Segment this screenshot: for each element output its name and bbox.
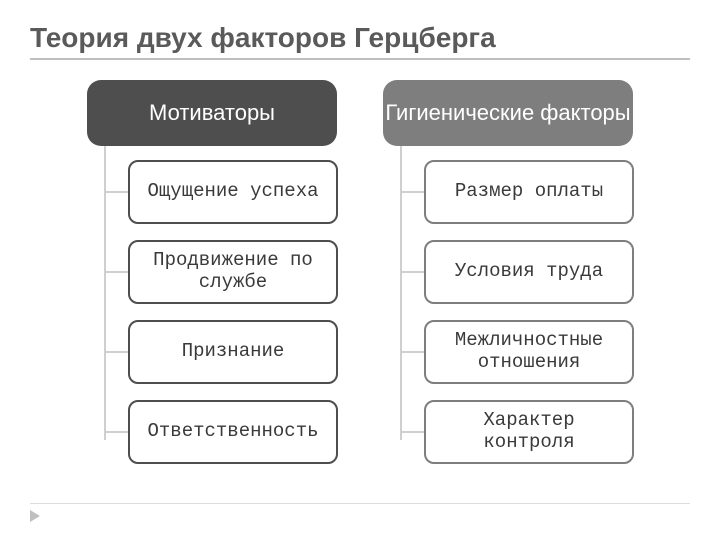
column-header-hygiene: Гигиенические факторы: [383, 80, 633, 146]
slide: Теория двух факторов Герцберга Мотиватор…: [0, 0, 720, 490]
tree-branch: [400, 431, 426, 433]
tree-branch: [400, 191, 426, 193]
item-box: Продвижение по службе: [128, 240, 338, 304]
tree-item: Признание: [82, 320, 342, 384]
item-box: Ощущение успеха: [128, 160, 338, 224]
title-divider: [30, 58, 690, 60]
tree-item: Размер оплаты: [378, 160, 638, 224]
tree-branch: [104, 191, 130, 193]
page-title: Теория двух факторов Герцберга: [30, 22, 690, 54]
tree-item: Характер контроля: [378, 400, 638, 464]
tree-branch: [104, 431, 130, 433]
slide-marker-icon: [30, 510, 40, 522]
column-hygiene: Гигиенические факторы Размер оплаты Усло…: [378, 80, 638, 480]
tree-item: Условия труда: [378, 240, 638, 304]
item-box: Характер контроля: [424, 400, 634, 464]
column-motivators: Мотиваторы Ощущение успеха Продвижение п…: [82, 80, 342, 480]
tree-item: Ощущение успеха: [82, 160, 342, 224]
diagram: Мотиваторы Ощущение успеха Продвижение п…: [30, 80, 690, 480]
tree-branch: [400, 351, 426, 353]
item-box: Признание: [128, 320, 338, 384]
tree-item: Межличностные отношения: [378, 320, 638, 384]
column-header-motivators: Мотиваторы: [87, 80, 337, 146]
item-box: Межличностные отношения: [424, 320, 634, 384]
tree-branch: [104, 271, 130, 273]
tree-branch: [400, 271, 426, 273]
footer-divider: [30, 503, 690, 504]
item-box: Размер оплаты: [424, 160, 634, 224]
tree-branch: [104, 351, 130, 353]
tree-item: Ответственность: [82, 400, 342, 464]
item-box: Условия труда: [424, 240, 634, 304]
item-box: Ответственность: [128, 400, 338, 464]
tree-item: Продвижение по службе: [82, 240, 342, 304]
